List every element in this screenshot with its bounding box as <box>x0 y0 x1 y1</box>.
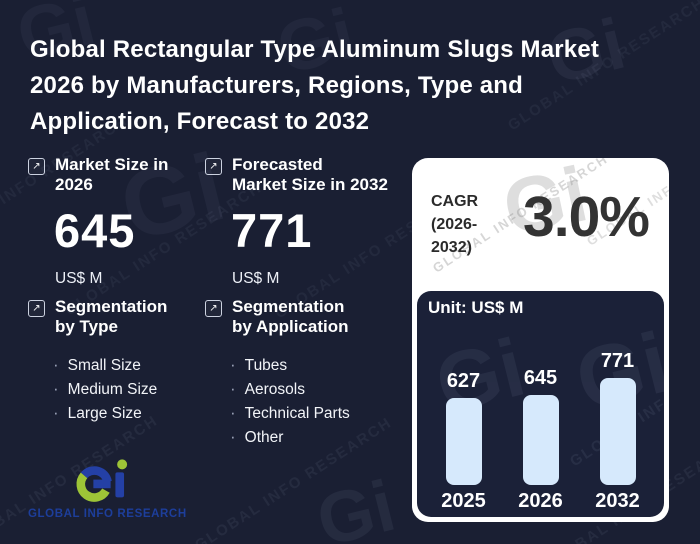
cagr-label-line: CAGR <box>431 193 479 210</box>
cagr-label: CAGR (2026- 2032) <box>431 190 523 259</box>
segmentation-item-label: Tubes <box>244 357 288 374</box>
trend-up-arrow-icon: ↗ <box>28 300 45 317</box>
page-title: Global Rectangular Type Aluminum Slugs M… <box>30 32 655 140</box>
bar-2032 <box>599 378 636 485</box>
segmentation-item: · Other <box>230 426 400 450</box>
segmentation-item-label: Other <box>244 429 284 446</box>
page-title-line-2: 2026 by Manufacturers, Regions, Type and <box>30 72 524 99</box>
bar-value-label: 627 <box>446 370 481 392</box>
stat-label-line: Forecasted <box>232 155 323 174</box>
bar-value-label: 645 <box>523 367 558 389</box>
segmentation-item-label: Aerosols <box>244 381 305 398</box>
watermark-gi-logo: Gi <box>309 465 403 544</box>
trend-up-arrow-icon: ↗ <box>28 158 45 175</box>
segmentation-label: Segmentation by Type <box>55 297 167 337</box>
stat-card-forecast-2032: ↗ Forecasted Market Size in 2032 771 US$… <box>205 155 400 288</box>
bullet-icon: · <box>230 354 236 374</box>
stat-card-market-size-2026: ↗ Market Size in 2026 645 US$ M <box>28 155 193 288</box>
page-title-line-3: Application, Forecast to 2032 <box>30 108 370 135</box>
stat-label-line: Market Size in <box>55 155 169 174</box>
chart-bars-area: 627 2025 645 2026 771 2032 <box>425 350 656 513</box>
segmentation-item-label: Medium Size <box>67 381 158 398</box>
bullet-icon: · <box>53 378 59 398</box>
segmentation-header: ↗ Segmentation by Type <box>28 297 193 337</box>
trend-up-arrow-icon: ↗ <box>205 158 222 175</box>
trend-up-arrow-icon: ↗ <box>205 300 222 317</box>
bar-group-2025: 627 2025 <box>441 370 486 513</box>
bullet-icon: · <box>230 402 236 422</box>
logo-text: GLOBAL INFO RESEARCH <box>28 508 187 520</box>
segmentation-item: · Aerosols <box>230 378 400 402</box>
segmentation-label-line: by Type <box>55 317 118 336</box>
segmentation-item: · Tubes <box>230 354 400 378</box>
stat-label-line: 2026 <box>55 175 93 194</box>
segmentation-item-list: · Small Size · Medium Size · Large Size <box>53 354 193 426</box>
bullet-icon: · <box>53 402 59 422</box>
segmentation-card-type: ↗ Segmentation by Type · Small Size · Medi… <box>28 297 193 426</box>
segmentation-label-line: Segmentation <box>55 297 168 316</box>
segmentation-header: ↗ Segmentation by Application <box>205 297 400 337</box>
stat-label: Market Size in 2026 <box>55 155 168 195</box>
bar-group-2032: 771 2032 <box>595 350 640 513</box>
bar-2026 <box>522 395 559 485</box>
segmentation-item: · Small Size <box>53 354 193 378</box>
cagr-value: 3.0% <box>523 185 650 249</box>
bar-category-label: 2026 <box>518 490 563 512</box>
bar-category-label: 2032 <box>595 490 640 512</box>
bullet-icon: · <box>230 378 236 398</box>
cagr-chart-panel: Gi GLOBAL INFO RESEARCH GLOBAL INFO RESE… <box>412 158 669 522</box>
segmentation-item-list: · Tubes · Aerosols · Technical Parts · Other <box>230 354 400 450</box>
stat-value: 771 <box>231 204 313 257</box>
stat-card-header: ↗ Forecasted Market Size in 2032 <box>205 155 400 195</box>
segmentation-label-line: Segmentation <box>232 297 345 316</box>
segmentation-item-label: Technical Parts <box>244 405 350 422</box>
chart-unit-label: Unit: US$ M <box>428 298 524 317</box>
segmentation-item-label: Large Size <box>67 405 142 422</box>
bar-value-label: 771 <box>600 350 635 372</box>
stat-unit: US$ M <box>55 270 103 287</box>
segmentation-card-application: ↗ Segmentation by Application · Tubes · Ae… <box>205 297 400 450</box>
segmentation-item: · Large Size <box>53 402 193 426</box>
gi-logo-mark-icon <box>76 459 128 502</box>
stat-unit: US$ M <box>232 270 280 287</box>
bar-2025 <box>445 398 482 485</box>
bullet-icon: · <box>230 426 236 446</box>
segmentation-item-label: Small Size <box>67 357 141 374</box>
cagr-label-line: (2026- <box>431 216 478 233</box>
cagr-label-line: 2032) <box>431 239 472 256</box>
bullet-icon: · <box>53 354 59 374</box>
stat-label: Forecasted Market Size in 2032 <box>232 155 388 195</box>
bar-category-label: 2025 <box>441 490 486 512</box>
segmentation-item: · Technical Parts <box>230 402 400 426</box>
company-logo: GLOBAL INFO RESEARCH <box>28 459 187 520</box>
stat-card-header: ↗ Market Size in 2026 <box>28 155 193 195</box>
page-title-line-1: Global Rectangular Type Aluminum Slugs M… <box>30 36 600 63</box>
stat-label-line: Market Size in 2032 <box>232 175 388 194</box>
market-size-bar-chart: Gi Gi GLOBAL INFO RESEARCH Unit: US$ M 6… <box>417 291 664 517</box>
bar-group-2026: 645 2026 <box>518 367 563 513</box>
stat-value: 645 <box>54 204 136 257</box>
segmentation-label: Segmentation by Application <box>232 297 349 337</box>
segmentation-label-line: by Application <box>232 317 349 336</box>
segmentation-item: · Medium Size <box>53 378 193 402</box>
